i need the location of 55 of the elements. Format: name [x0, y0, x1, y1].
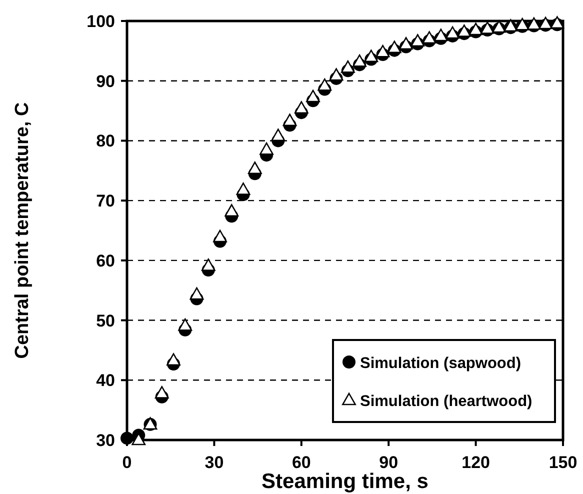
- legend-label: Simulation (sapwood): [360, 355, 522, 372]
- point: [480, 22, 494, 34]
- point: [526, 17, 541, 30]
- point: [282, 114, 297, 126]
- point: [538, 16, 553, 30]
- y-tick-label: 40: [96, 371, 115, 390]
- point: [132, 432, 146, 446]
- point: [387, 40, 402, 54]
- y-tick-label: 50: [96, 311, 115, 330]
- point: [318, 78, 332, 91]
- x-tick-label: 30: [204, 453, 224, 472]
- point: [154, 386, 169, 398]
- x-tick-label: 0: [122, 453, 132, 472]
- point: [376, 44, 390, 58]
- point: [364, 50, 378, 62]
- point: [213, 230, 227, 242]
- y-tick-label: 100: [86, 12, 115, 31]
- point: [410, 34, 425, 46]
- point: [190, 287, 204, 300]
- point: [306, 90, 320, 102]
- y-tick-label: 30: [96, 431, 115, 450]
- legend-label: Simulation (heartwood): [360, 393, 532, 410]
- point: [178, 318, 192, 331]
- point: [329, 68, 344, 81]
- point: [236, 182, 250, 195]
- x-tick-label: 120: [462, 453, 490, 472]
- point: [492, 20, 506, 33]
- y-axis-title: Central point temperature, C: [12, 102, 33, 359]
- point: [550, 16, 564, 29]
- x-axis-title: Steaming time, s: [262, 470, 428, 493]
- y-tick-label: 90: [96, 72, 115, 91]
- point: [352, 54, 366, 67]
- x-tick-label: 150: [548, 453, 578, 472]
- point: [271, 128, 286, 142]
- point: [201, 258, 216, 271]
- point: [166, 353, 180, 366]
- point: [120, 432, 134, 445]
- point: [248, 162, 262, 174]
- y-tick-label: 60: [96, 251, 115, 270]
- point: [457, 24, 472, 37]
- point: [504, 19, 518, 32]
- point: [260, 142, 274, 155]
- point: [434, 28, 448, 42]
- point: [340, 60, 355, 73]
- point: [468, 22, 483, 36]
- x-tick-label: 90: [379, 453, 398, 472]
- point: [446, 26, 460, 39]
- point: [224, 204, 239, 216]
- y-tick-label: 80: [96, 132, 115, 151]
- point: [399, 37, 413, 50]
- y-tick-label: 70: [96, 192, 115, 211]
- point: [294, 101, 308, 114]
- x-tick-label: 60: [292, 453, 311, 472]
- point: [422, 31, 436, 44]
- point: [515, 18, 530, 30]
